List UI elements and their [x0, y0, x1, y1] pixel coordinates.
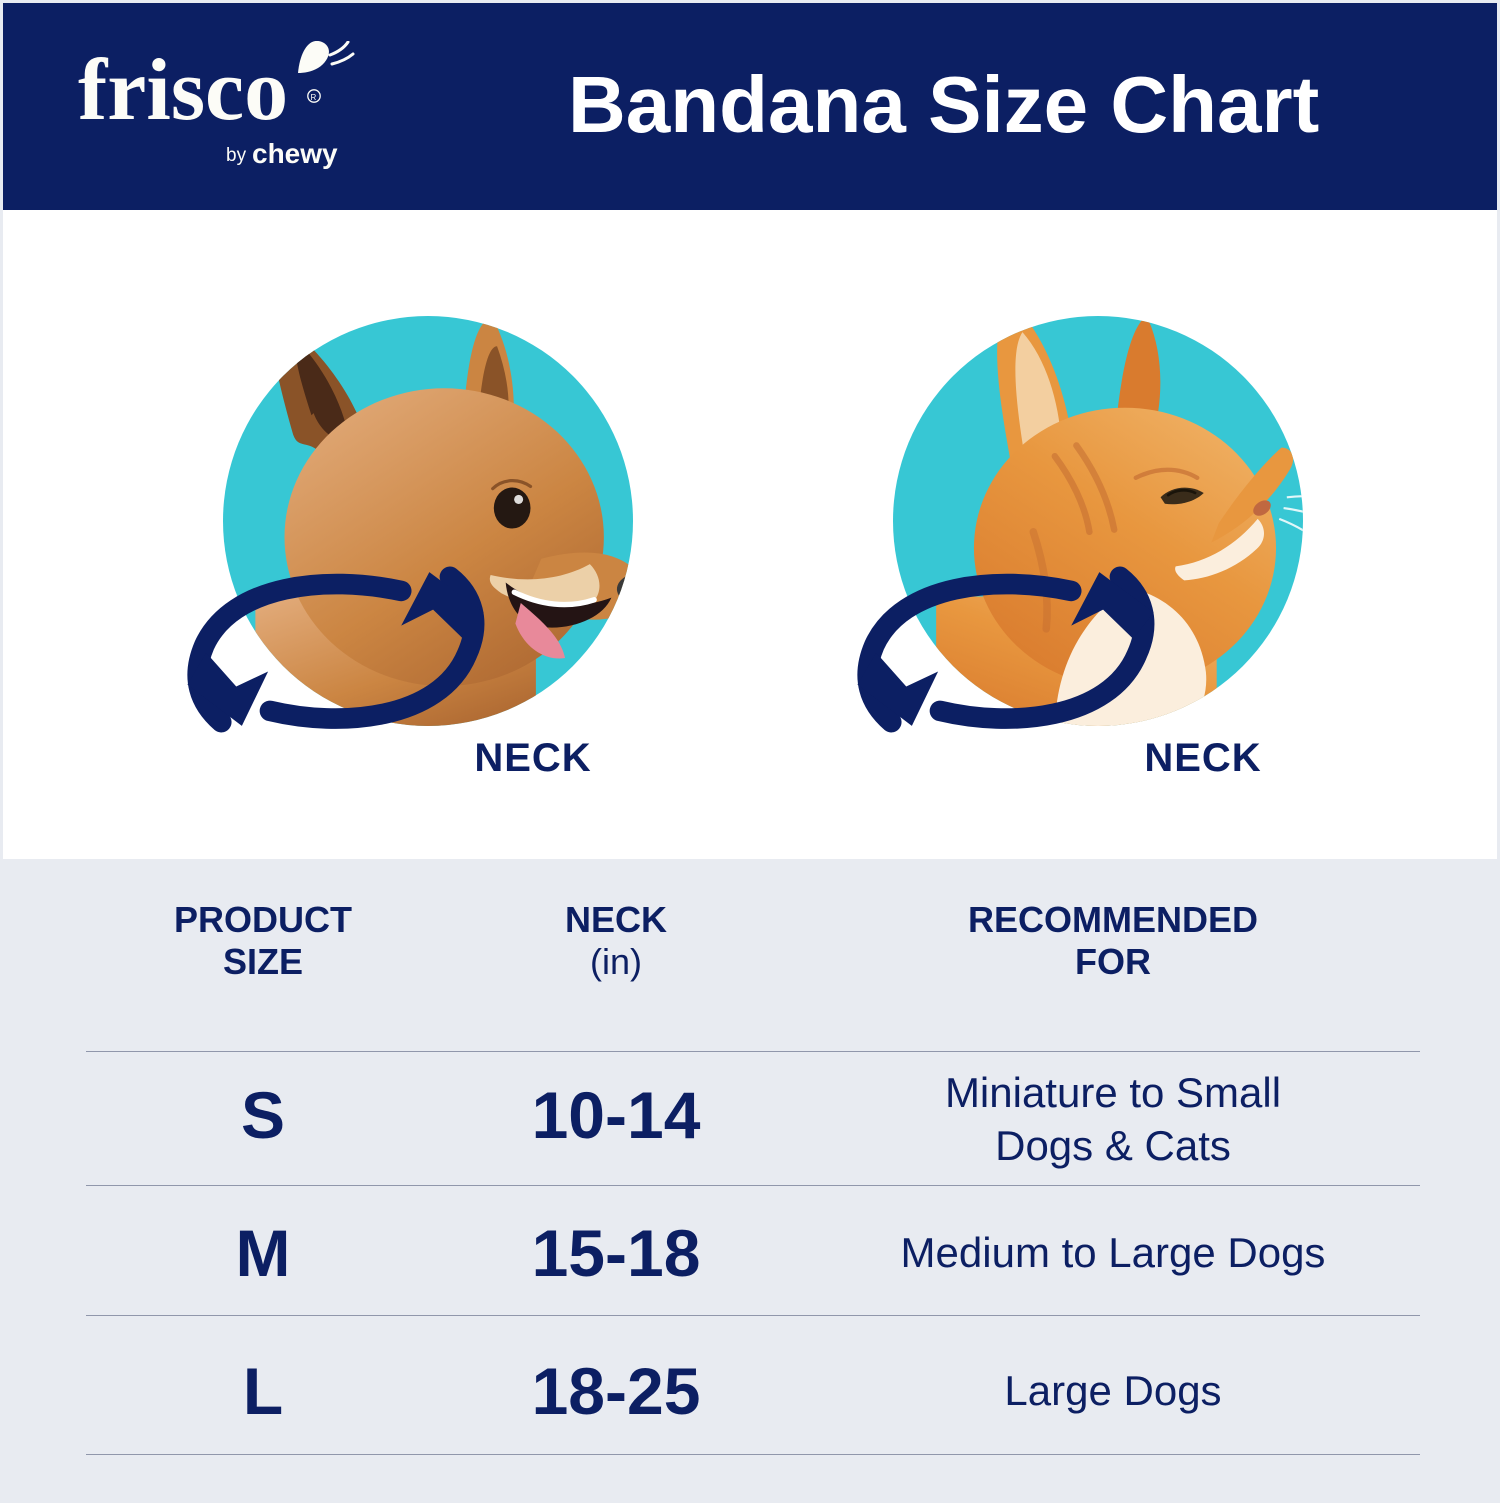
svg-text:R: R: [311, 93, 317, 102]
svg-text:chewy: chewy: [252, 138, 338, 169]
svg-text:by: by: [226, 145, 247, 166]
svg-text:frisco: frisco: [78, 42, 288, 139]
